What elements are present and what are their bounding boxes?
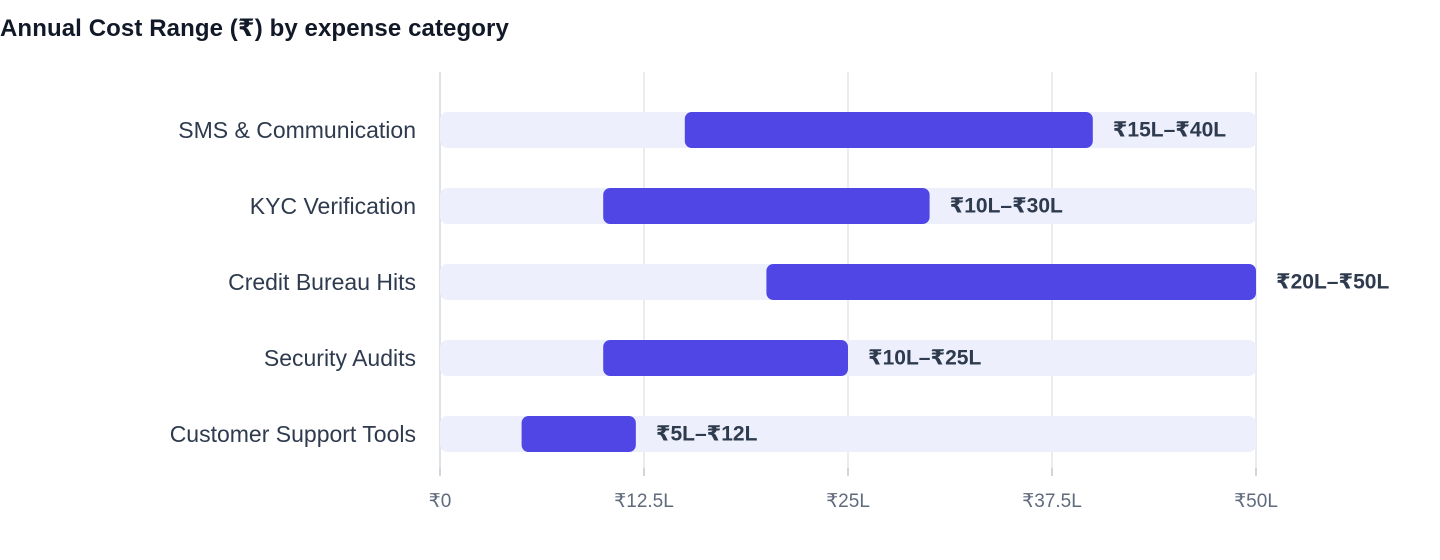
- data-label: ₹10L–₹30L: [950, 195, 1063, 218]
- x-tick-label: ₹50L: [1234, 491, 1278, 512]
- category-label: SMS & Communication: [178, 117, 416, 143]
- data-label: ₹5L–₹12L: [656, 423, 758, 446]
- range-bar: [766, 264, 1256, 300]
- category-label: Security Audits: [264, 345, 416, 371]
- category-labels: SMS & Communication KYC Verification Credi…: [170, 117, 416, 447]
- range-bar: [603, 188, 930, 224]
- data-label: ₹15L–₹40L: [1113, 119, 1226, 142]
- data-labels: ₹15L–₹40L ₹10L–₹30L ₹20L–₹50L ₹10L–₹25L ₹5L–…: [656, 119, 1390, 446]
- category-label: Customer Support Tools: [170, 421, 416, 447]
- x-tick-label: ₹37.5L: [1022, 491, 1082, 512]
- range-bar: [684, 112, 1093, 148]
- category-label: KYC Verification: [250, 193, 416, 219]
- x-axis-ticks: ₹0 ₹12.5L ₹25L ₹37.5L ₹50L: [429, 468, 1278, 512]
- background-track: [440, 416, 1256, 452]
- x-tick-label: ₹0: [429, 491, 452, 512]
- range-bars: [521, 112, 1256, 452]
- x-tick-label: ₹25L: [826, 491, 870, 512]
- chart-title: Annual Cost Range (₹) by expense categor…: [0, 15, 509, 42]
- category-label: Credit Bureau Hits: [228, 269, 416, 295]
- data-label: ₹10L–₹25L: [868, 347, 981, 370]
- x-tick-label: ₹12.5L: [614, 491, 674, 512]
- range-bar: [521, 416, 636, 452]
- data-label: ₹20L–₹50L: [1276, 271, 1389, 294]
- range-bar: [603, 340, 848, 376]
